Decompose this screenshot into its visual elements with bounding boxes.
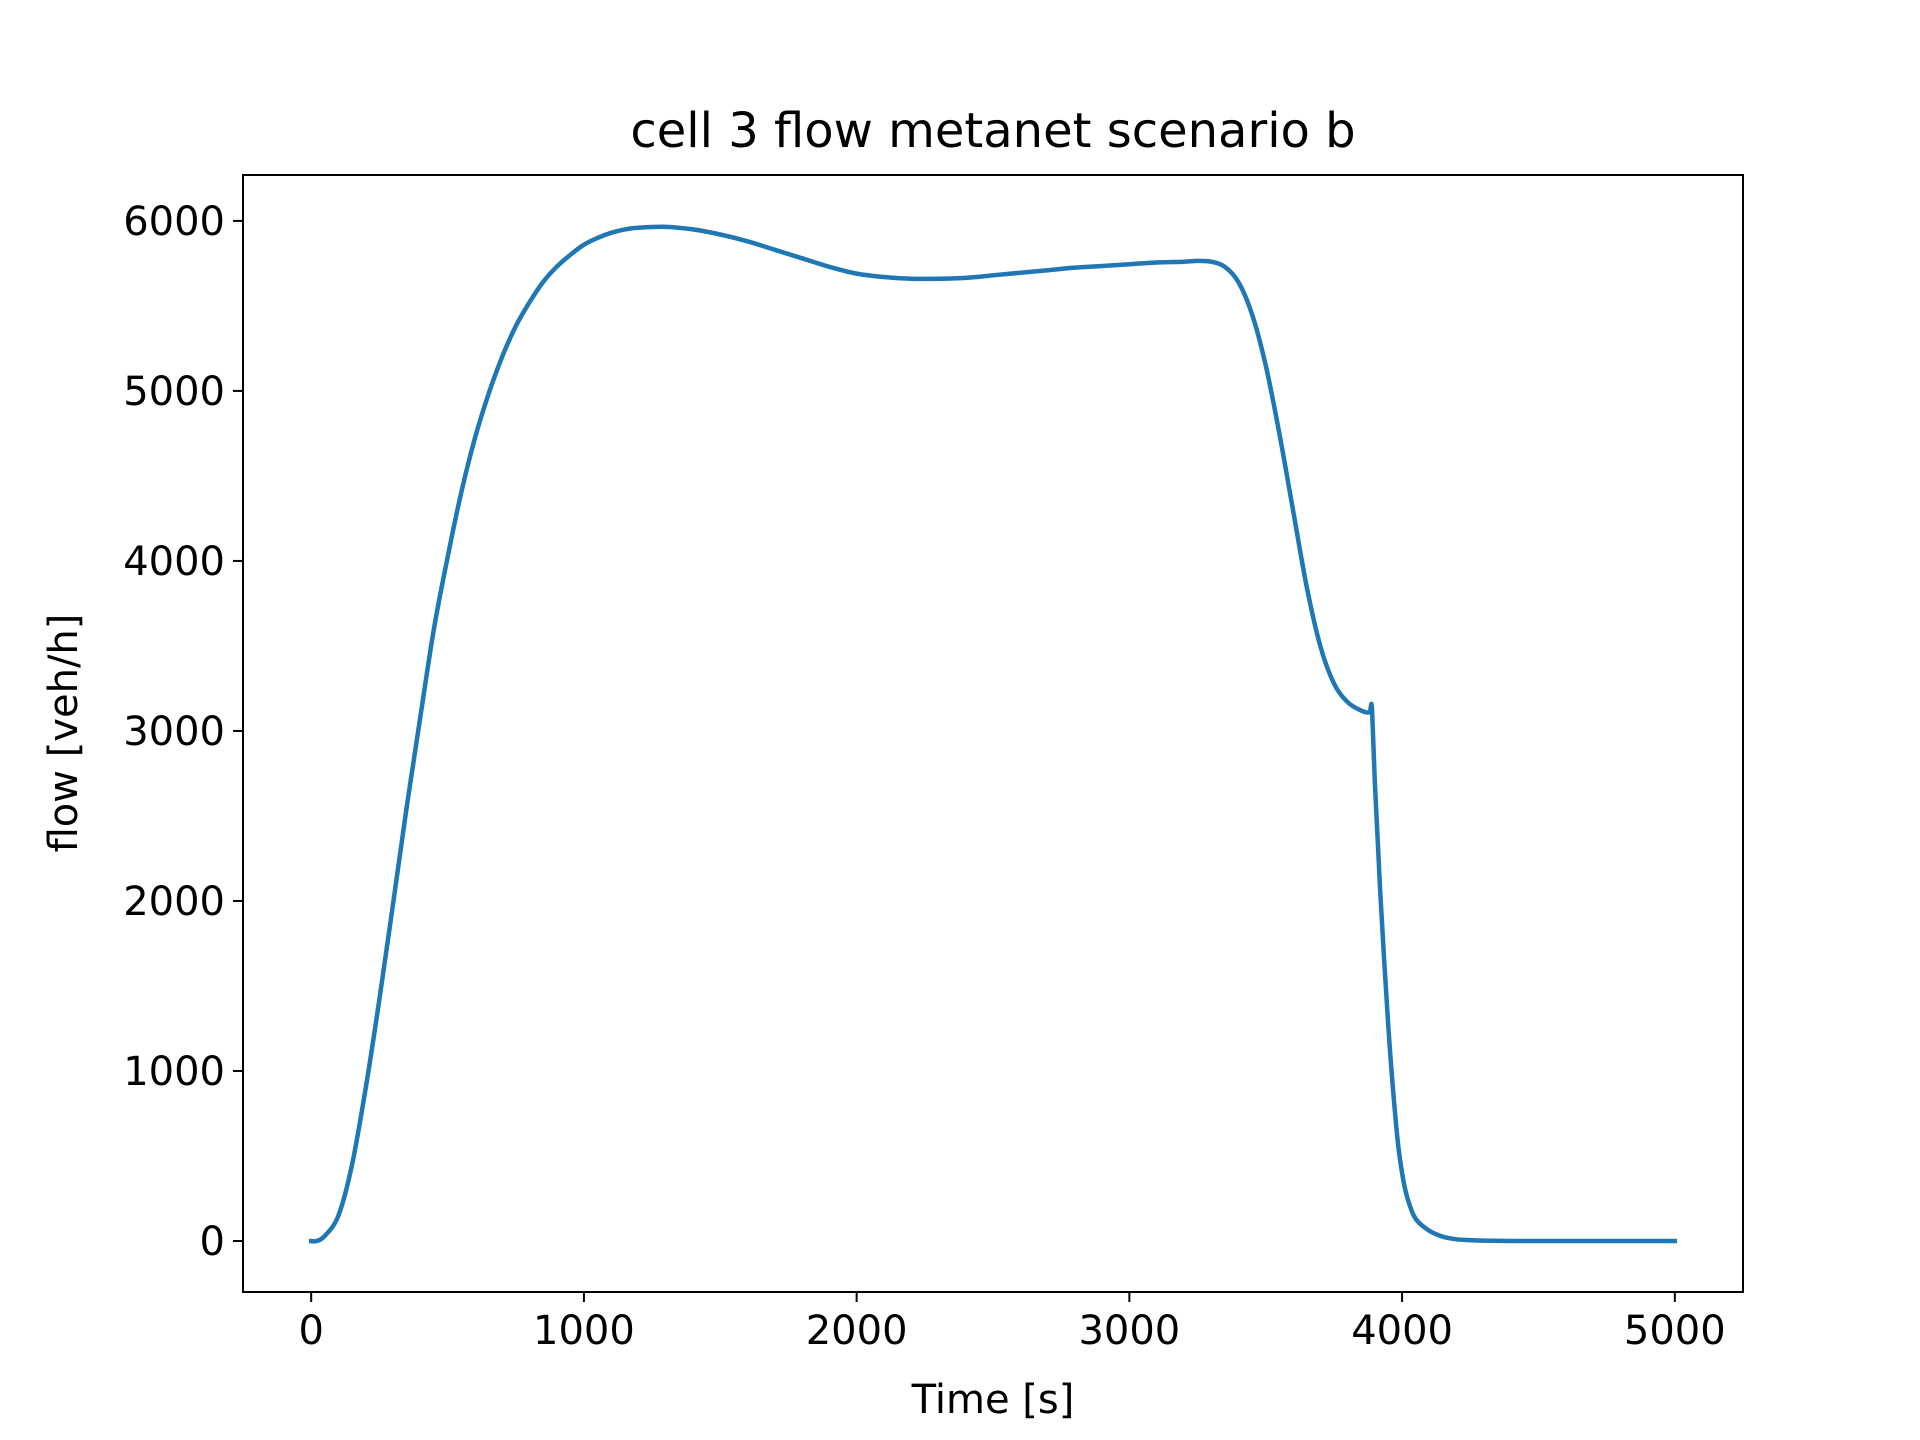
- y-tick-label: 2000: [123, 879, 225, 925]
- y-tick-label: 0: [200, 1219, 225, 1265]
- y-axis-label: flow [veh/h]: [41, 614, 87, 853]
- y-tick-label: 3000: [123, 709, 225, 755]
- x-tick-label: 4000: [1351, 1308, 1453, 1354]
- y-axis-ticks: 0 1000 2000 3000 4000 5000 6000: [123, 199, 243, 1265]
- x-tick-label: 1000: [533, 1308, 635, 1354]
- x-axis-ticks: 0 1000 2000 3000 4000 5000: [298, 1292, 1726, 1354]
- y-tick-label: 5000: [123, 369, 225, 415]
- plot-area-frame: [242, 174, 1744, 1293]
- y-tick-label: 4000: [123, 539, 225, 585]
- x-tick-label: 0: [298, 1308, 323, 1354]
- x-tick-label: 5000: [1624, 1308, 1726, 1354]
- y-tick-label: 6000: [123, 199, 225, 245]
- x-tick-label: 2000: [806, 1308, 908, 1354]
- y-tick-label: 1000: [123, 1049, 225, 1095]
- x-tick-label: 3000: [1078, 1308, 1180, 1354]
- series-line: [308, 224, 1678, 1244]
- chart-title: cell 3 flow metanet scenario b: [630, 103, 1355, 159]
- x-axis-label: Time [s]: [911, 1377, 1075, 1423]
